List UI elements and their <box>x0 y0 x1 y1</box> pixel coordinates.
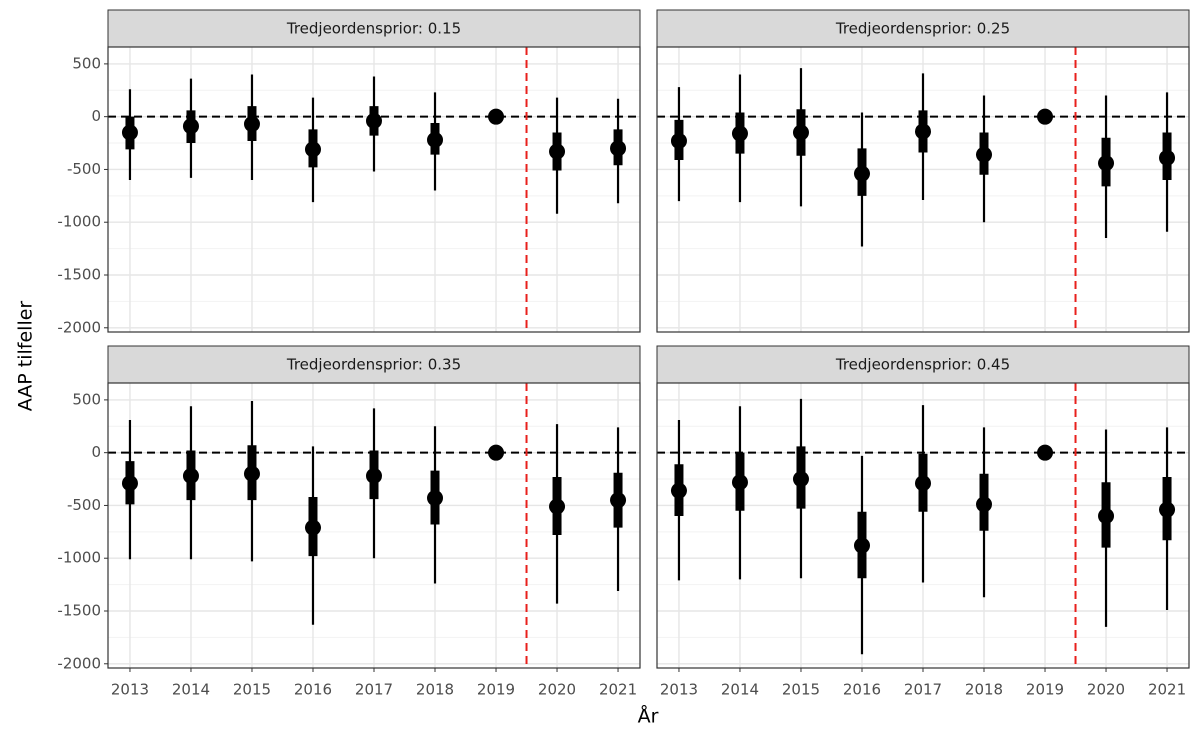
strip <box>107 345 641 384</box>
point <box>853 537 870 554</box>
point <box>366 112 382 129</box>
point <box>121 124 138 141</box>
y-tick-label: 0 <box>91 443 101 461</box>
point <box>182 467 199 484</box>
x-tick-label: 2016 <box>294 681 332 699</box>
point <box>915 475 931 492</box>
y-tick-label: -500 <box>67 496 101 514</box>
x-tick-label: 2013 <box>111 681 149 699</box>
y-tick-label: -1000 <box>57 213 101 231</box>
y-tick-label: 0 <box>91 107 101 125</box>
x-tick-label: 2019 <box>1026 681 1064 699</box>
point <box>792 471 809 488</box>
point <box>1037 444 1054 461</box>
point <box>366 467 382 484</box>
strip-title: Tredjeordensprior: 0.25 <box>835 20 1010 38</box>
strip <box>107 9 641 48</box>
point <box>488 444 505 461</box>
point <box>1037 108 1054 125</box>
point <box>731 125 748 142</box>
point <box>1159 501 1176 518</box>
x-tick-label: 2017 <box>355 681 393 699</box>
x-tick-label: 2013 <box>660 681 698 699</box>
point <box>549 143 566 160</box>
y-tick-label: -1000 <box>57 549 101 567</box>
point <box>1159 149 1176 166</box>
point <box>976 146 993 163</box>
panel-border <box>107 46 641 333</box>
x-tick-label: 2014 <box>721 681 759 699</box>
point <box>427 490 444 507</box>
strip <box>656 9 1190 48</box>
point <box>610 492 627 509</box>
point <box>549 498 566 515</box>
point <box>1098 508 1115 524</box>
point <box>792 124 809 141</box>
y-tick-label: -1500 <box>57 602 101 620</box>
point <box>488 108 505 125</box>
y-tick-label: 500 <box>72 54 101 72</box>
strip-title: Tredjeordensprior: 0.45 <box>835 356 1010 374</box>
point <box>304 519 321 536</box>
x-tick-label: 2020 <box>1087 681 1125 699</box>
panel-border <box>656 46 1190 333</box>
x-tick-label: 2018 <box>416 681 454 699</box>
strip-title: Tredjeordensprior: 0.35 <box>286 356 461 374</box>
x-tick-label: 2016 <box>843 681 881 699</box>
y-tick-label: -500 <box>67 160 101 178</box>
x-tick-label: 2021 <box>599 681 637 699</box>
point <box>915 123 931 140</box>
point <box>243 465 260 482</box>
point <box>304 141 321 158</box>
x-tick-label: 2014 <box>172 681 210 699</box>
point <box>976 496 993 513</box>
point <box>670 132 687 149</box>
point <box>121 475 138 492</box>
y-tick-label: 500 <box>72 390 101 408</box>
point <box>610 140 627 157</box>
x-tick-label: 2021 <box>1148 681 1186 699</box>
x-tick-label: 2020 <box>538 681 576 699</box>
x-tick-label: 2019 <box>477 681 515 699</box>
y-axis-title: AAP tilfeller <box>15 301 37 412</box>
x-tick-label: 2018 <box>965 681 1003 699</box>
x-tick-label: 2015 <box>233 681 271 699</box>
strip-title: Tredjeordensprior: 0.15 <box>286 20 461 38</box>
x-axis-title: År <box>638 705 659 728</box>
strip <box>656 345 1190 384</box>
y-tick-label: -2000 <box>57 654 101 672</box>
point <box>1098 155 1115 172</box>
y-tick-label: -1500 <box>57 266 101 284</box>
x-tick-label: 2015 <box>782 681 820 699</box>
point <box>853 165 870 182</box>
point <box>427 131 444 148</box>
point <box>731 474 748 491</box>
point <box>670 482 687 499</box>
y-tick-label: -2000 <box>57 318 101 336</box>
point <box>243 116 260 133</box>
point <box>182 118 199 135</box>
x-tick-label: 2017 <box>904 681 942 699</box>
